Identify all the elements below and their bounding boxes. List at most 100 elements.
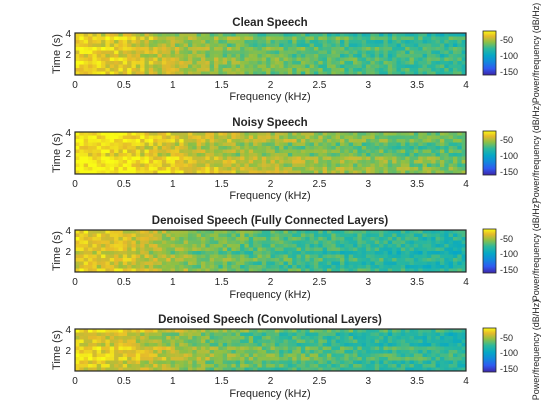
heatmap-cell [253, 47, 258, 51]
heatmap-cell [452, 50, 458, 55]
heatmap-cell [405, 364, 410, 368]
heatmap-cell [340, 68, 345, 72]
heatmap-cell [179, 146, 185, 150]
heatmap-cell [270, 364, 276, 368]
heatmap-cell [231, 343, 237, 347]
heatmap-cell [283, 61, 289, 65]
heatmap-cell [383, 139, 389, 143]
heatmap-cell [231, 251, 237, 255]
heatmap-cell [296, 57, 302, 62]
heatmap-cell [461, 43, 467, 48]
heatmap-cell [261, 135, 267, 140]
heatmap-cell [409, 36, 415, 41]
heatmap-cell [161, 329, 167, 333]
heatmap-cell [361, 142, 367, 147]
heatmap-cell [439, 357, 445, 361]
heatmap-cell [374, 36, 380, 41]
heatmap-cell [357, 339, 363, 344]
y-tick-label: 2 [65, 247, 71, 258]
heatmap-cell [313, 268, 319, 273]
heatmap-cell [135, 50, 141, 55]
heatmap-cell [231, 258, 237, 262]
heatmap-cell [187, 329, 193, 333]
heatmap-cell [192, 332, 198, 337]
heatmap-cell [131, 156, 137, 161]
heatmap-cell [101, 139, 106, 143]
x-tick-label: 3 [366, 179, 372, 190]
heatmap-cell [227, 50, 232, 55]
heatmap-cell [92, 261, 98, 266]
heatmap-cell [409, 156, 415, 161]
heatmap-cell [205, 254, 211, 259]
heatmap-cell [187, 146, 193, 150]
heatmap-cell [244, 64, 250, 69]
heatmap-cell [331, 146, 337, 150]
heatmap-cell [344, 57, 350, 62]
heatmap-cell [461, 251, 467, 255]
heatmap-cell [96, 367, 102, 372]
heatmap-cell [387, 240, 393, 245]
heatmap-cell [457, 268, 463, 273]
heatmap-cell [161, 336, 167, 340]
heatmap-cell [361, 61, 367, 65]
heatmap-cell [461, 146, 467, 150]
heatmap-cell [305, 332, 310, 337]
heatmap-cell [366, 71, 371, 76]
heatmap-cell [335, 367, 341, 372]
heatmap-cell [357, 61, 363, 65]
heatmap-cell [400, 33, 406, 37]
heatmap-cell [131, 61, 137, 65]
heatmap-cell [135, 71, 141, 76]
heatmap-cell [387, 64, 393, 69]
heatmap-cell [331, 360, 337, 365]
heatmap-cell [296, 68, 302, 72]
heatmap-cell [270, 367, 276, 372]
heatmap-cell [452, 254, 458, 259]
heatmap-cell [261, 50, 267, 55]
heatmap-cell [75, 170, 80, 175]
heatmap-cell [309, 339, 315, 344]
heatmap-cell [387, 153, 393, 157]
heatmap-cell [409, 353, 415, 358]
heatmap-cell [435, 247, 441, 252]
heatmap-cell [426, 339, 432, 344]
heatmap-cell [439, 343, 445, 347]
heatmap-cell [135, 233, 141, 238]
heatmap-cell [105, 61, 111, 65]
heatmap-cell [305, 350, 310, 354]
heatmap-cell [313, 139, 319, 143]
heatmap-cell [413, 357, 419, 361]
heatmap-cell [200, 237, 206, 241]
heatmap-cell [270, 339, 276, 344]
heatmap-cell [127, 353, 132, 358]
heatmap-cell [270, 254, 276, 259]
heatmap-cell [279, 160, 284, 164]
heatmap-cell [439, 167, 445, 171]
heatmap-cell [222, 353, 228, 358]
heatmap-cell [457, 146, 463, 150]
heatmap-cell [214, 329, 219, 333]
heatmap-cell [205, 364, 211, 368]
heatmap-cell [88, 364, 93, 368]
heatmap-cell [122, 233, 128, 238]
heatmap-cell [283, 360, 289, 365]
heatmap-cell [279, 244, 284, 248]
heatmap-cell [452, 357, 458, 361]
heatmap-cell [335, 156, 341, 161]
heatmap-cell [140, 132, 145, 136]
heatmap-cell [422, 329, 428, 333]
heatmap-cell [148, 261, 154, 266]
heatmap-cell [287, 40, 293, 44]
heatmap-cell [383, 33, 389, 37]
heatmap-cell [331, 233, 337, 238]
heatmap-cell [170, 160, 176, 164]
heatmap-cell [296, 357, 302, 361]
heatmap-cell [422, 353, 428, 358]
heatmap-cell [170, 170, 176, 175]
heatmap-cell [240, 36, 245, 41]
heatmap-cell [405, 268, 410, 273]
heatmap-cell [244, 237, 250, 241]
heatmap-cell [253, 40, 258, 44]
heatmap-cell [227, 247, 232, 252]
heatmap-cell [153, 339, 158, 344]
